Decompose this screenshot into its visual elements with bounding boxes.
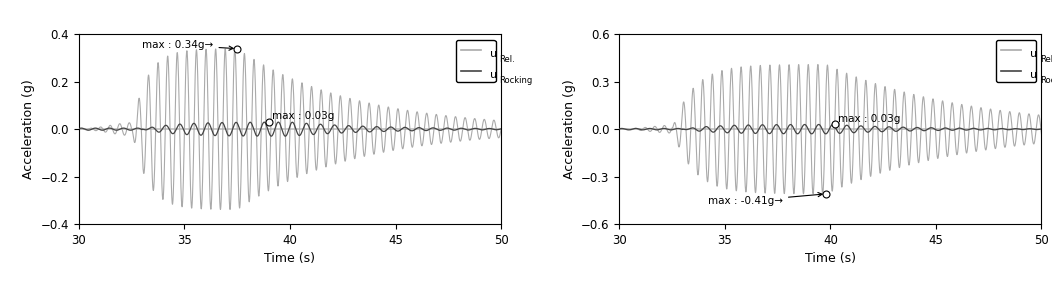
Legend: , : , <box>996 40 1036 82</box>
Text: u: u <box>1030 49 1037 59</box>
Y-axis label: Acceleration (g): Acceleration (g) <box>563 79 575 179</box>
Text: max : 0.34g→: max : 0.34g→ <box>142 40 234 50</box>
Text: u: u <box>1030 70 1037 80</box>
Text: Rocking: Rocking <box>1039 76 1052 86</box>
Text: max : -0.41g→: max : -0.41g→ <box>708 193 823 206</box>
Text: max : 0.03g: max : 0.03g <box>272 111 335 121</box>
Y-axis label: Acceleration (g): Acceleration (g) <box>22 79 35 179</box>
X-axis label: Time (s): Time (s) <box>805 252 856 265</box>
Text: Rocking: Rocking <box>500 76 532 86</box>
Text: u: u <box>490 49 498 59</box>
X-axis label: Time (s): Time (s) <box>264 252 316 265</box>
Text: u: u <box>490 70 498 80</box>
Legend: , : , <box>456 40 495 82</box>
Text: Rel.: Rel. <box>1039 55 1052 64</box>
Text: Rel.: Rel. <box>500 55 515 64</box>
Text: max : 0.03g: max : 0.03g <box>837 114 901 124</box>
